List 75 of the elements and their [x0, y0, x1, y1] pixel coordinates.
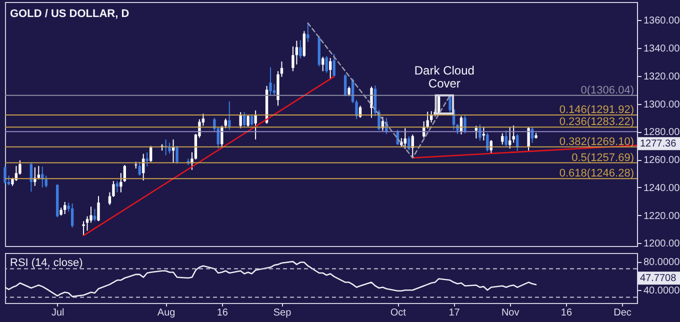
candlestick [272, 83, 276, 96]
y-tick-label: 1280.00 [644, 127, 680, 138]
ref-line-label: 0(1306.04) [580, 84, 634, 96]
candlestick [478, 124, 482, 142]
candlestick [44, 175, 48, 188]
candlestick [150, 145, 152, 162]
ref-line-label: 0.236(1283.22) [559, 116, 634, 128]
candlestick [86, 216, 89, 232]
candlestick [325, 56, 328, 74]
candlestick [63, 201, 66, 215]
ref-line-label: 0.146(1291.92) [559, 104, 634, 116]
candlestick [348, 86, 350, 97]
candlestick [404, 128, 406, 150]
candlestick [370, 86, 373, 118]
candlestick [448, 94, 452, 114]
candlestick [168, 142, 171, 154]
x-tick-label: 16 [216, 308, 228, 318]
ref-line-label: 0.5(1257.69) [572, 152, 634, 164]
candlestick [464, 114, 466, 134]
x-tick-label: 17 [448, 308, 460, 318]
x-tick-label: Nov [501, 308, 520, 318]
y-tick-label: 1260.00 [644, 155, 680, 166]
x-tick-label: Sep [273, 308, 292, 318]
candlestick [508, 126, 512, 150]
candlestick [295, 40, 298, 65]
x-tick-label: 16 [560, 308, 572, 318]
x-tick-label: Dec [614, 308, 632, 318]
ref-line-label: 0.618(1246.28) [559, 168, 634, 180]
y-tick-label: 1220.00 [644, 210, 680, 222]
x-tick-label: Aug [157, 308, 176, 318]
candlestick [332, 53, 336, 78]
candlestick [246, 114, 250, 128]
y-tick-label: 1340.00 [644, 44, 680, 55]
candlestick [224, 118, 227, 129]
candlestick [329, 58, 332, 80]
candlestick [146, 152, 148, 168]
candlestick [254, 110, 257, 140]
candlestick [93, 208, 96, 222]
candlestick [97, 196, 100, 222]
candlestick [176, 145, 178, 164]
y-tick-label: 40.0000 [644, 286, 680, 297]
candlestick [486, 132, 489, 152]
text: GOLD / US DOLLAR, D [10, 8, 130, 20]
y-tick-label: 80.0000 [644, 257, 680, 268]
candlestick [250, 114, 254, 126]
y-tick-label: 1300.00 [644, 99, 680, 110]
candlestick [138, 161, 141, 176]
candlestick [70, 202, 74, 228]
series-label: RSI (14, close) [10, 257, 83, 269]
candlestick [299, 40, 302, 59]
candlestick [501, 132, 504, 145]
candlestick [108, 192, 112, 206]
candlestick [504, 130, 508, 147]
candlestick [302, 30, 306, 58]
text: 1277.36 [640, 138, 677, 150]
candlestick [269, 66, 272, 96]
text: 47.7708 [640, 273, 677, 284]
candlestick [120, 172, 122, 193]
ref-line-label: 0.382(1269.10) [559, 136, 634, 148]
candlestick [82, 220, 85, 236]
candlestick [112, 180, 115, 198]
candlestick [4, 164, 6, 184]
candlestick [527, 126, 530, 151]
y-tick-label: 1200.00 [644, 238, 680, 250]
candlestick [306, 22, 310, 43]
candlestick [344, 74, 347, 97]
candlestick [228, 100, 231, 130]
candlestick [239, 112, 242, 129]
x-tick-label: Jul [51, 308, 64, 318]
y-tick-label: 1360.00 [644, 16, 680, 27]
x-tick-label: Oct [390, 308, 406, 318]
annotation: Dark Cloud Cover [414, 63, 474, 90]
candlestick [37, 165, 40, 180]
y-tick-label: 1320.00 [644, 71, 680, 82]
y-tick-label: 1240.00 [644, 182, 680, 194]
